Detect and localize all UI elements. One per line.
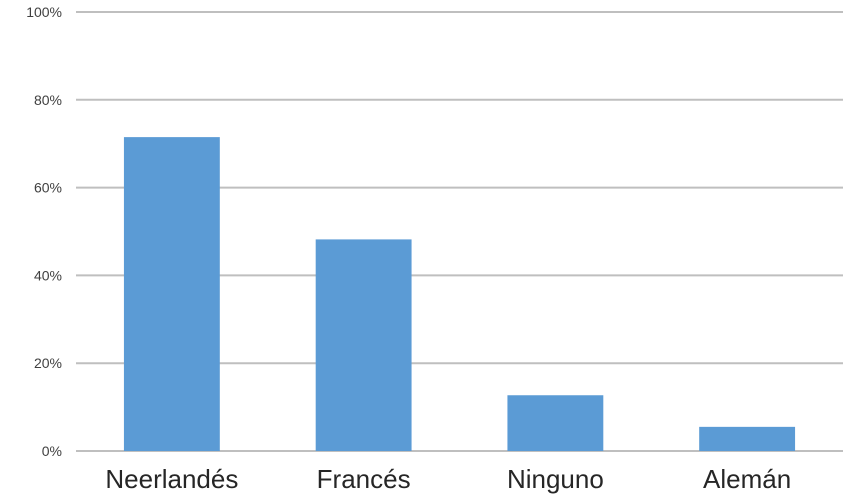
- bar-2: [315, 239, 412, 451]
- y-tick-label: 100%: [26, 4, 62, 20]
- y-tick-label: 20%: [34, 355, 62, 371]
- y-tick-label: 80%: [34, 92, 62, 108]
- y-tick-label: 60%: [34, 180, 62, 196]
- bars: [123, 137, 796, 452]
- bar-3: [507, 395, 604, 451]
- x-tick-label: Ninguno: [507, 464, 604, 494]
- y-tick-label: 0%: [42, 443, 62, 459]
- y-axis-ticks: 0% 20% 40% 60% 80% 100%: [26, 4, 62, 459]
- bar-4: [699, 426, 796, 451]
- bar-1: [123, 137, 220, 452]
- x-tick-label: Neerlandés: [105, 464, 238, 494]
- y-tick-label: 40%: [34, 267, 62, 283]
- x-axis-ticks: Neerlandés Francés Ninguno Alemán: [105, 464, 791, 494]
- x-tick-label: Francés: [317, 464, 411, 494]
- x-tick-label: Alemán: [703, 464, 791, 494]
